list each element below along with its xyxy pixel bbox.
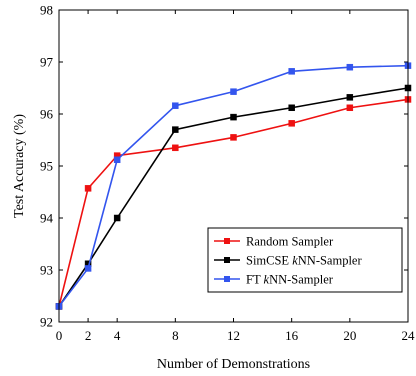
- series-line: [58, 64, 409, 307]
- x-tick-label: 8: [172, 328, 179, 343]
- data-point: [172, 102, 179, 109]
- legend-entry: Random Sampler: [214, 235, 334, 249]
- data-point: [113, 214, 121, 222]
- legend-label: FT kNN-Sampler: [246, 273, 334, 287]
- legend-swatch-marker: [224, 257, 230, 263]
- x-tick-label: 20: [343, 328, 356, 343]
- plot-frame: [58, 9, 409, 323]
- x-axis-label: Number of Demonstrations: [157, 357, 310, 372]
- series-1: [55, 96, 412, 310]
- legend-label-text: NN-Sampler: [269, 273, 334, 287]
- legend-entry: SimCSE kNN-Sampler: [214, 254, 362, 268]
- data-point: [230, 88, 237, 95]
- y-tick-label: 95: [40, 159, 53, 174]
- series-line: [58, 87, 409, 307]
- y-tick-label: 97: [40, 55, 54, 70]
- x-tick-label: 12: [227, 328, 240, 343]
- series-line: [58, 98, 409, 307]
- data-point: [230, 134, 237, 141]
- legend-label-italic: k: [292, 254, 298, 268]
- data-point: [346, 63, 354, 71]
- legend-label-text: SimCSE: [246, 254, 292, 268]
- y-axis-label: Test Accuracy (%): [12, 114, 27, 218]
- legend-label-italic: k: [264, 273, 270, 287]
- data-point: [113, 156, 121, 164]
- legend-label-text: NN-Sampler: [298, 254, 363, 268]
- x-tick-label: 24: [402, 328, 416, 343]
- y-tick-label: 96: [40, 107, 54, 122]
- data-point: [172, 144, 179, 152]
- legend-label: Random Sampler: [246, 235, 334, 249]
- data-point: [230, 113, 237, 121]
- y-tick-label: 93: [40, 263, 53, 278]
- y-tick-label: 94: [40, 211, 54, 226]
- data-point: [288, 68, 295, 75]
- data-point: [288, 104, 295, 112]
- x-tick-label: 0: [56, 328, 63, 343]
- legend-swatch-marker: [224, 276, 230, 282]
- legend-label: SimCSE kNN-Sampler: [246, 254, 362, 268]
- data-point: [172, 126, 179, 133]
- data-point: [346, 94, 354, 101]
- legend-swatch-marker: [224, 238, 230, 244]
- data-point: [288, 120, 295, 127]
- legend-box: [207, 227, 403, 293]
- y-tick-label: 92: [40, 315, 53, 330]
- data-point: [84, 185, 92, 192]
- legend-entry: FT kNN-Sampler: [214, 273, 334, 287]
- y-tick-label: 98: [40, 3, 53, 18]
- legend-label-text: Random Sampler: [246, 235, 334, 249]
- x-tick-label: 4: [114, 328, 121, 343]
- legend-label-text: FT: [246, 273, 264, 287]
- x-tick-label: 2: [85, 328, 92, 343]
- x-tick-label: 16: [285, 328, 299, 343]
- data-point: [346, 104, 354, 112]
- data-point: [84, 265, 92, 272]
